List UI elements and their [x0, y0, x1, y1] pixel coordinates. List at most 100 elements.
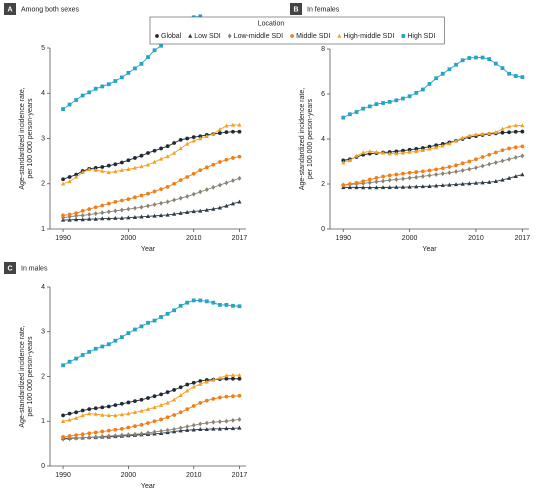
point	[513, 145, 518, 150]
point	[139, 324, 144, 329]
point	[520, 123, 525, 128]
point	[165, 390, 170, 395]
point	[453, 138, 459, 143]
point	[80, 435, 85, 441]
point	[139, 431, 144, 437]
point	[126, 215, 131, 220]
point	[133, 399, 137, 404]
point	[139, 153, 144, 158]
x-tick-label: 1990	[335, 235, 351, 242]
point	[158, 213, 164, 218]
point	[113, 403, 118, 408]
point	[198, 189, 203, 195]
point	[440, 71, 445, 76]
x-tick-label: 2000	[121, 472, 137, 479]
point	[126, 400, 131, 405]
point	[237, 199, 242, 204]
point	[447, 165, 452, 169]
point	[139, 214, 144, 219]
point	[80, 209, 85, 213]
point	[407, 149, 412, 154]
point	[440, 171, 445, 177]
point	[126, 166, 131, 171]
point	[172, 211, 177, 216]
point	[487, 131, 492, 136]
point	[178, 410, 183, 415]
point	[480, 55, 485, 60]
point	[172, 308, 177, 313]
series-line	[63, 177, 240, 219]
point	[381, 178, 385, 184]
point	[473, 180, 479, 185]
point	[152, 213, 157, 218]
point	[474, 165, 478, 171]
point	[185, 388, 190, 393]
point	[126, 425, 131, 430]
point	[467, 159, 472, 164]
point	[513, 74, 518, 78]
point	[67, 102, 72, 107]
point	[480, 180, 485, 185]
point	[427, 146, 432, 151]
point	[191, 171, 196, 176]
point	[348, 182, 352, 186]
point	[100, 344, 105, 349]
point	[185, 427, 190, 432]
point	[126, 70, 131, 75]
point	[520, 129, 525, 134]
point	[211, 396, 216, 401]
point	[113, 169, 118, 174]
point	[67, 214, 72, 220]
point	[178, 146, 183, 151]
point	[230, 201, 236, 206]
point	[204, 207, 209, 212]
series-line	[343, 155, 523, 186]
legend-box	[149, 16, 445, 45]
point	[119, 207, 124, 213]
point	[231, 129, 235, 134]
point	[80, 432, 85, 437]
series-line	[62, 131, 240, 180]
point	[126, 411, 131, 416]
point	[341, 160, 346, 165]
point	[139, 408, 144, 413]
y-tick-label: 4	[321, 136, 325, 143]
point	[80, 408, 85, 413]
point	[191, 191, 196, 197]
point	[230, 122, 236, 127]
point	[185, 141, 190, 146]
point	[165, 311, 170, 316]
point	[172, 397, 177, 402]
point	[67, 217, 72, 222]
point	[152, 318, 157, 323]
point	[146, 191, 150, 196]
point	[185, 193, 190, 199]
point	[119, 167, 124, 172]
point	[159, 43, 163, 48]
x-axis-label: Year	[422, 246, 437, 253]
point	[460, 135, 465, 140]
point	[407, 184, 412, 189]
point	[172, 197, 177, 203]
point	[106, 170, 111, 175]
y-tick-label: 6	[321, 91, 325, 98]
point	[146, 151, 150, 155]
point	[354, 110, 359, 114]
point	[146, 421, 150, 425]
point	[380, 150, 386, 155]
x-tick-label: 2000	[121, 235, 137, 242]
point	[119, 215, 124, 220]
point	[434, 183, 439, 188]
point	[204, 299, 209, 304]
y-tick-label: 8	[321, 46, 325, 53]
point	[414, 147, 419, 151]
panel-label-box	[290, 3, 302, 15]
point	[93, 167, 98, 172]
point	[374, 102, 379, 107]
point	[126, 158, 131, 163]
y-tick-label: 1	[41, 418, 45, 425]
point	[165, 415, 170, 420]
point	[367, 185, 372, 190]
point	[500, 66, 505, 71]
point	[74, 98, 79, 102]
